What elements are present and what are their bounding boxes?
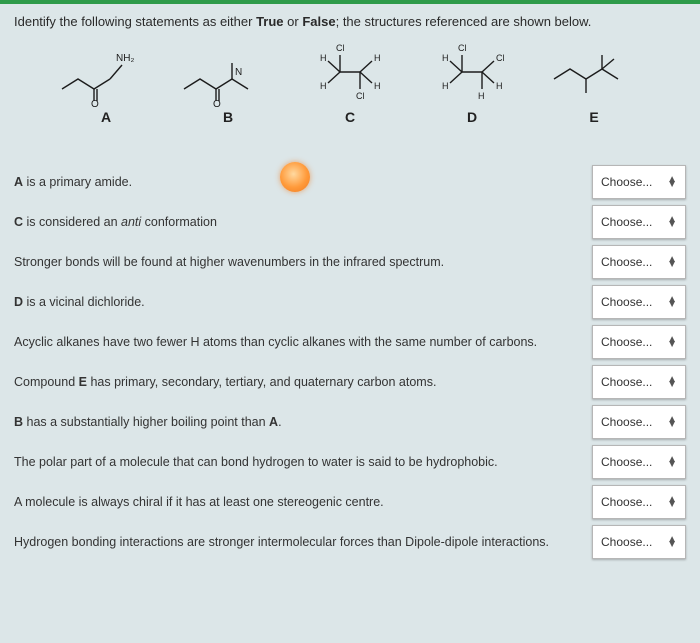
structure-label-C: C <box>345 109 355 125</box>
label-Cl-c2: Cl <box>356 91 365 101</box>
choose-dropdown[interactable]: Choose...▲▼ <box>592 485 686 519</box>
label-N: N <box>235 67 242 78</box>
question-row: A is a primary amide. Choose...▲▼ <box>14 165 686 199</box>
question-text: Hydrogen bonding interactions are strong… <box>14 525 592 559</box>
sort-arrows-icon: ▲▼ <box>667 217 677 227</box>
question-panel: Identify the following statements as eit… <box>0 0 700 643</box>
choose-dropdown[interactable]: Choose...▲▼ <box>592 205 686 239</box>
label-H-c4: H <box>374 81 381 91</box>
prompt-prefix: Identify the following statements as eit… <box>14 14 256 29</box>
label-H-d2: H <box>442 81 449 91</box>
question-row: The polar part of a molecule that can bo… <box>14 445 686 479</box>
choose-dropdown[interactable]: Choose...▲▼ <box>592 445 686 479</box>
question-text: A is a primary amide. <box>14 165 592 199</box>
structure-label-B: B <box>223 109 233 125</box>
structures-row: NH₂ O A N O B <box>14 37 686 137</box>
structure-D: Cl Cl H H H H D <box>422 37 522 137</box>
choose-dropdown[interactable]: Choose...▲▼ <box>592 365 686 399</box>
question-row: C is considered an anti conformation Cho… <box>14 205 686 239</box>
prompt-mid: or <box>284 14 303 29</box>
question-prompt: Identify the following statements as eit… <box>14 14 686 29</box>
sort-arrows-icon: ▲▼ <box>667 497 677 507</box>
label-H-d1: H <box>442 53 449 63</box>
question-row: Compound E has primary, secondary, terti… <box>14 365 686 399</box>
question-row: D is a vicinal dichloride. Choose...▲▼ <box>14 285 686 319</box>
sort-arrows-icon: ▲▼ <box>667 297 677 307</box>
label-O-b: O <box>213 99 221 107</box>
sort-arrows-icon: ▲▼ <box>667 337 677 347</box>
question-row: Acyclic alkanes have two fewer H atoms t… <box>14 325 686 359</box>
sort-arrows-icon: ▲▼ <box>667 457 677 467</box>
choose-dropdown[interactable]: Choose...▲▼ <box>592 405 686 439</box>
question-row: B has a substantially higher boiling poi… <box>14 405 686 439</box>
sort-arrows-icon: ▲▼ <box>667 417 677 427</box>
choose-dropdown[interactable]: Choose...▲▼ <box>592 165 686 199</box>
sort-arrows-icon: ▲▼ <box>667 537 677 547</box>
structure-E: E <box>544 37 644 137</box>
structure-C: Cl Cl H H H H C <box>300 37 400 137</box>
sort-arrows-icon: ▲▼ <box>667 177 677 187</box>
label-H-c3: H <box>374 53 381 63</box>
choose-dropdown[interactable]: Choose...▲▼ <box>592 525 686 559</box>
structure-label-A: A <box>101 109 111 125</box>
questions-table: A is a primary amide. Choose...▲▼ C is c… <box>14 165 686 559</box>
label-O: O <box>91 99 99 107</box>
prompt-false: False <box>302 14 335 29</box>
label-Cl-d1: Cl <box>458 43 467 53</box>
question-text: A molecule is always chiral if it has at… <box>14 485 592 519</box>
question-row: A molecule is always chiral if it has at… <box>14 485 686 519</box>
label-H-c1: H <box>320 53 327 63</box>
question-text: B has a substantially higher boiling poi… <box>14 405 592 439</box>
choose-dropdown[interactable]: Choose...▲▼ <box>592 245 686 279</box>
question-text: Stronger bonds will be found at higher w… <box>14 245 592 279</box>
structure-A: NH₂ O A <box>56 37 156 137</box>
structure-label-E: E <box>589 109 598 125</box>
sort-arrows-icon: ▲▼ <box>667 257 677 267</box>
label-H-d4: H <box>496 81 503 91</box>
choose-dropdown[interactable]: Choose...▲▼ <box>592 285 686 319</box>
label-Cl-d2: Cl <box>496 53 505 63</box>
label-Cl-c1: Cl <box>336 43 345 53</box>
structure-B: N O B <box>178 37 278 137</box>
label-H-d3: H <box>478 91 485 101</box>
structure-label-D: D <box>467 109 477 125</box>
question-text: The polar part of a molecule that can bo… <box>14 445 592 479</box>
question-text: C is considered an anti conformation <box>14 205 592 239</box>
prompt-true: True <box>256 14 283 29</box>
question-row: Stronger bonds will be found at higher w… <box>14 245 686 279</box>
prompt-suffix: ; the structures referenced are shown be… <box>336 14 592 29</box>
question-text: Compound E has primary, secondary, terti… <box>14 365 592 399</box>
label-H-c2: H <box>320 81 327 91</box>
question-text: D is a vicinal dichloride. <box>14 285 592 319</box>
question-text: Acyclic alkanes have two fewer H atoms t… <box>14 325 592 359</box>
label-NH2: NH₂ <box>116 53 134 64</box>
question-row: Hydrogen bonding interactions are strong… <box>14 525 686 559</box>
choose-dropdown[interactable]: Choose...▲▼ <box>592 325 686 359</box>
sort-arrows-icon: ▲▼ <box>667 377 677 387</box>
